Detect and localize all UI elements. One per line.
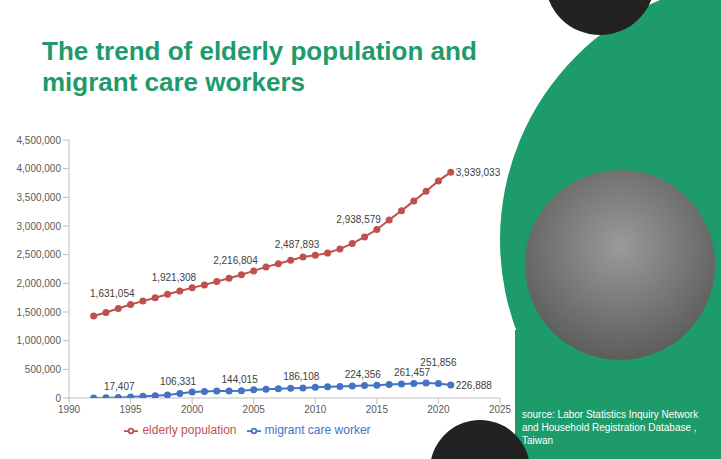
svg-text:3,939,033: 3,939,033 (456, 167, 501, 178)
svg-text:261,457: 261,457 (394, 367, 431, 378)
html-text:migrant care worker: migrant care worker (264, 423, 371, 437)
svg-text:144,015: 144,015 (222, 374, 259, 385)
svg-text:2,216,804: 2,216,804 (213, 255, 258, 266)
html-text:elderly population: elderly population (142, 423, 237, 437)
svg-text:2,500,000: 2,500,000 (17, 249, 62, 260)
html-text:source: Labor Statistics Inqui: source: Labor Statistics Inquiry Network… (522, 409, 699, 446)
html-text:The trend of elderly populatio: The trend of elderly population and migr… (42, 36, 477, 97)
svg-text:3,000,000: 3,000,000 (17, 221, 62, 232)
svg-text:2,938,579: 2,938,579 (336, 214, 381, 225)
svg-text:2025: 2025 (489, 404, 512, 415)
svg-text:500,000: 500,000 (25, 364, 62, 375)
svg-text:17,407: 17,407 (104, 381, 135, 392)
svg-text:186,108: 186,108 (283, 371, 320, 382)
svg-text:1995: 1995 (119, 404, 142, 415)
svg-text:226,888: 226,888 (456, 380, 493, 391)
svg-text:1990: 1990 (58, 404, 81, 415)
svg-text:2,000,000: 2,000,000 (17, 278, 62, 289)
svg-text:2020: 2020 (427, 404, 450, 415)
svg-text:0: 0 (55, 393, 61, 404)
svg-text:1,000,000: 1,000,000 (17, 335, 62, 346)
svg-text:251,856: 251,856 (420, 357, 457, 368)
svg-text:1,921,308: 1,921,308 (152, 272, 197, 283)
svg-text:1,631,054: 1,631,054 (90, 288, 135, 299)
svg-text:2,487,893: 2,487,893 (275, 239, 320, 250)
svg-text:1,500,000: 1,500,000 (17, 307, 62, 318)
svg-text:106,331: 106,331 (160, 376, 197, 387)
svg-text:2005: 2005 (243, 404, 266, 415)
svg-text:2015: 2015 (366, 404, 389, 415)
svg-text:2000: 2000 (181, 404, 204, 415)
svg-text:4,500,000: 4,500,000 (17, 135, 62, 146)
svg-text:3,500,000: 3,500,000 (17, 192, 62, 203)
svg-text:2010: 2010 (304, 404, 327, 415)
svg-text:224,356: 224,356 (345, 369, 382, 380)
svg-text:4,000,000: 4,000,000 (17, 163, 62, 174)
